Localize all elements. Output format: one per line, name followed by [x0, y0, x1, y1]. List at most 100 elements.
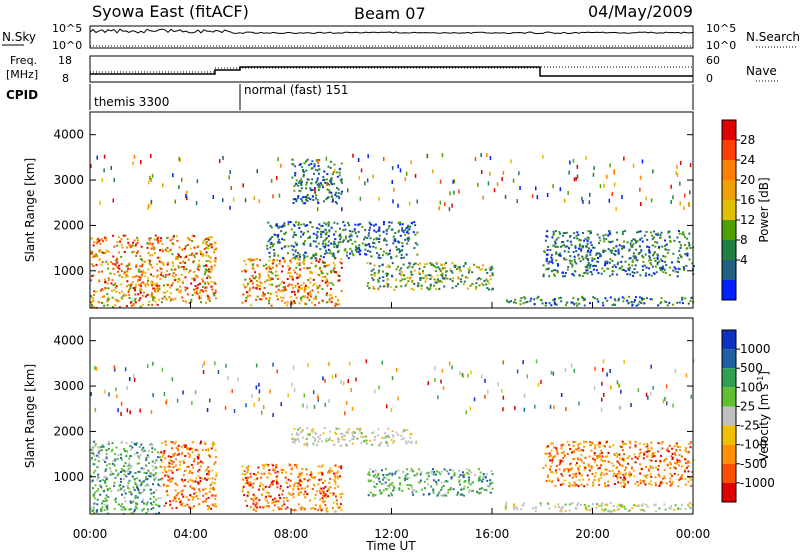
- velocity-echo-cell: [181, 502, 184, 505]
- velocity-echo-cell: [274, 498, 277, 501]
- power-echo-cell: [569, 262, 572, 265]
- power-echo-cell: [316, 179, 319, 182]
- velocity-echo-speck: [469, 406, 472, 411]
- power-echo-cell: [209, 236, 212, 239]
- power-echo-cell: [127, 241, 130, 244]
- y-tick-label: 2000: [53, 424, 84, 438]
- power-echo-cell: [678, 232, 681, 235]
- power-echo-cell: [244, 286, 247, 289]
- velocity-echo-cell: [299, 427, 301, 429]
- power-echo-cell: [484, 268, 487, 271]
- power-echo-cell: [390, 221, 393, 224]
- power-echo-speck: [599, 184, 602, 189]
- x-tick-label: 12:00: [374, 527, 409, 541]
- power-echo-cell: [299, 163, 302, 166]
- nsky-tick-bottom: 10^0: [52, 39, 82, 52]
- power-echo-cell: [401, 229, 404, 232]
- velocity-echo-cell: [242, 485, 245, 488]
- power-echo-cell: [597, 252, 600, 255]
- velocity-echo-cell: [391, 430, 394, 433]
- velocity-echo-cell: [299, 431, 302, 434]
- power-echo-cell: [386, 265, 389, 268]
- power-echo-cell: [387, 227, 390, 230]
- velocity-echo-cell: [158, 511, 160, 514]
- velocity-echo-speck: [293, 387, 296, 392]
- velocity-echo-cell: [483, 477, 486, 480]
- velocity-echo-cell: [160, 466, 163, 468]
- power-echo-cell: [152, 299, 155, 302]
- velocity-echo-cell: [103, 509, 106, 511]
- velocity-echo-cell: [478, 478, 481, 481]
- velocity-echo-cell: [139, 492, 142, 495]
- power-echo-cell: [306, 267, 309, 270]
- power-echo-cell: [139, 285, 142, 288]
- power-echo-cell: [311, 160, 314, 163]
- power-echo-cell: [338, 174, 341, 177]
- power-echo-cell: [271, 277, 274, 280]
- velocity-echo-cell: [252, 508, 255, 511]
- power-echo-speck: [489, 171, 491, 176]
- power-echo-cell: [397, 221, 400, 224]
- velocity-echo-cell: [652, 452, 655, 455]
- velocity-echo-cell: [181, 489, 184, 492]
- velocity-echo-cell: [549, 465, 552, 468]
- velocity-echo-cell: [400, 438, 403, 441]
- velocity-echo-cell: [469, 483, 472, 486]
- velocity-echo-cell: [210, 507, 213, 510]
- power-echo-cell: [405, 253, 408, 256]
- power-echo-cell: [351, 252, 354, 255]
- power-echo-speck: [230, 186, 232, 190]
- power-echo-cell: [170, 268, 173, 271]
- velocity-echo-cell: [120, 505, 122, 508]
- power-echo-cell: [373, 242, 376, 245]
- velocity-echo-cell: [189, 485, 192, 488]
- power-echo-cell: [146, 246, 149, 249]
- power-echo-cell: [152, 246, 155, 249]
- velocity-echo-cell: [106, 489, 109, 492]
- velocity-echo-cell: [580, 483, 583, 486]
- power-echo-cell: [334, 271, 337, 273]
- velocity-echo-cell: [92, 446, 94, 449]
- velocity-echo-cell: [292, 496, 295, 499]
- power-echo-cell: [125, 305, 128, 307]
- velocity-echo-cell: [282, 489, 285, 492]
- power-echo-cell: [591, 273, 594, 276]
- power-echo-cell: [368, 229, 371, 232]
- velocity-echo-cell: [213, 482, 216, 485]
- power-echo-cell: [312, 278, 315, 281]
- velocity-echo-cell: [119, 478, 122, 480]
- power-echo-cell: [304, 295, 307, 298]
- velocity-echo-cell: [136, 451, 139, 454]
- velocity-echo-cell: [613, 472, 616, 475]
- velocity-echo-cell: [114, 453, 116, 455]
- power-echo-cell: [310, 301, 313, 304]
- power-colorbar-label: Power [dB]: [757, 177, 771, 242]
- power-panel-frame: [89, 111, 694, 309]
- velocity-echo-cell: [569, 483, 572, 486]
- velocity-echo-cell: [646, 445, 649, 448]
- velocity-echo-cell: [419, 473, 422, 476]
- power-echo-cell: [277, 227, 280, 229]
- power-echo-cell: [156, 238, 159, 241]
- power-echo-cell: [429, 283, 432, 286]
- power-echo-cell: [402, 230, 405, 232]
- velocity-echo-cell: [374, 494, 377, 497]
- velocity-echo-cell: [650, 475, 653, 478]
- velocity-echo-cell: [110, 490, 113, 493]
- power-echo-cell: [668, 301, 671, 304]
- x-tick-label: 16:00: [475, 527, 510, 541]
- power-echo-cell: [401, 227, 404, 230]
- power-echo-cell: [278, 262, 281, 265]
- velocity-echo-cell: [622, 484, 625, 487]
- velocity-echo-cell: [138, 491, 140, 494]
- velocity-echo-cell: [113, 507, 116, 510]
- velocity-echo-cell: [198, 490, 201, 493]
- power-echo-cell: [654, 259, 657, 262]
- power-echo-cell: [633, 252, 635, 255]
- velocity-echo-cell: [340, 465, 343, 468]
- power-echo-cell: [269, 224, 272, 227]
- colorbar-tick-label: 8: [740, 233, 748, 247]
- nave-tick-bottom: 0: [706, 72, 713, 85]
- velocity-echo-cell: [587, 505, 590, 508]
- power-echo-cell: [100, 238, 103, 241]
